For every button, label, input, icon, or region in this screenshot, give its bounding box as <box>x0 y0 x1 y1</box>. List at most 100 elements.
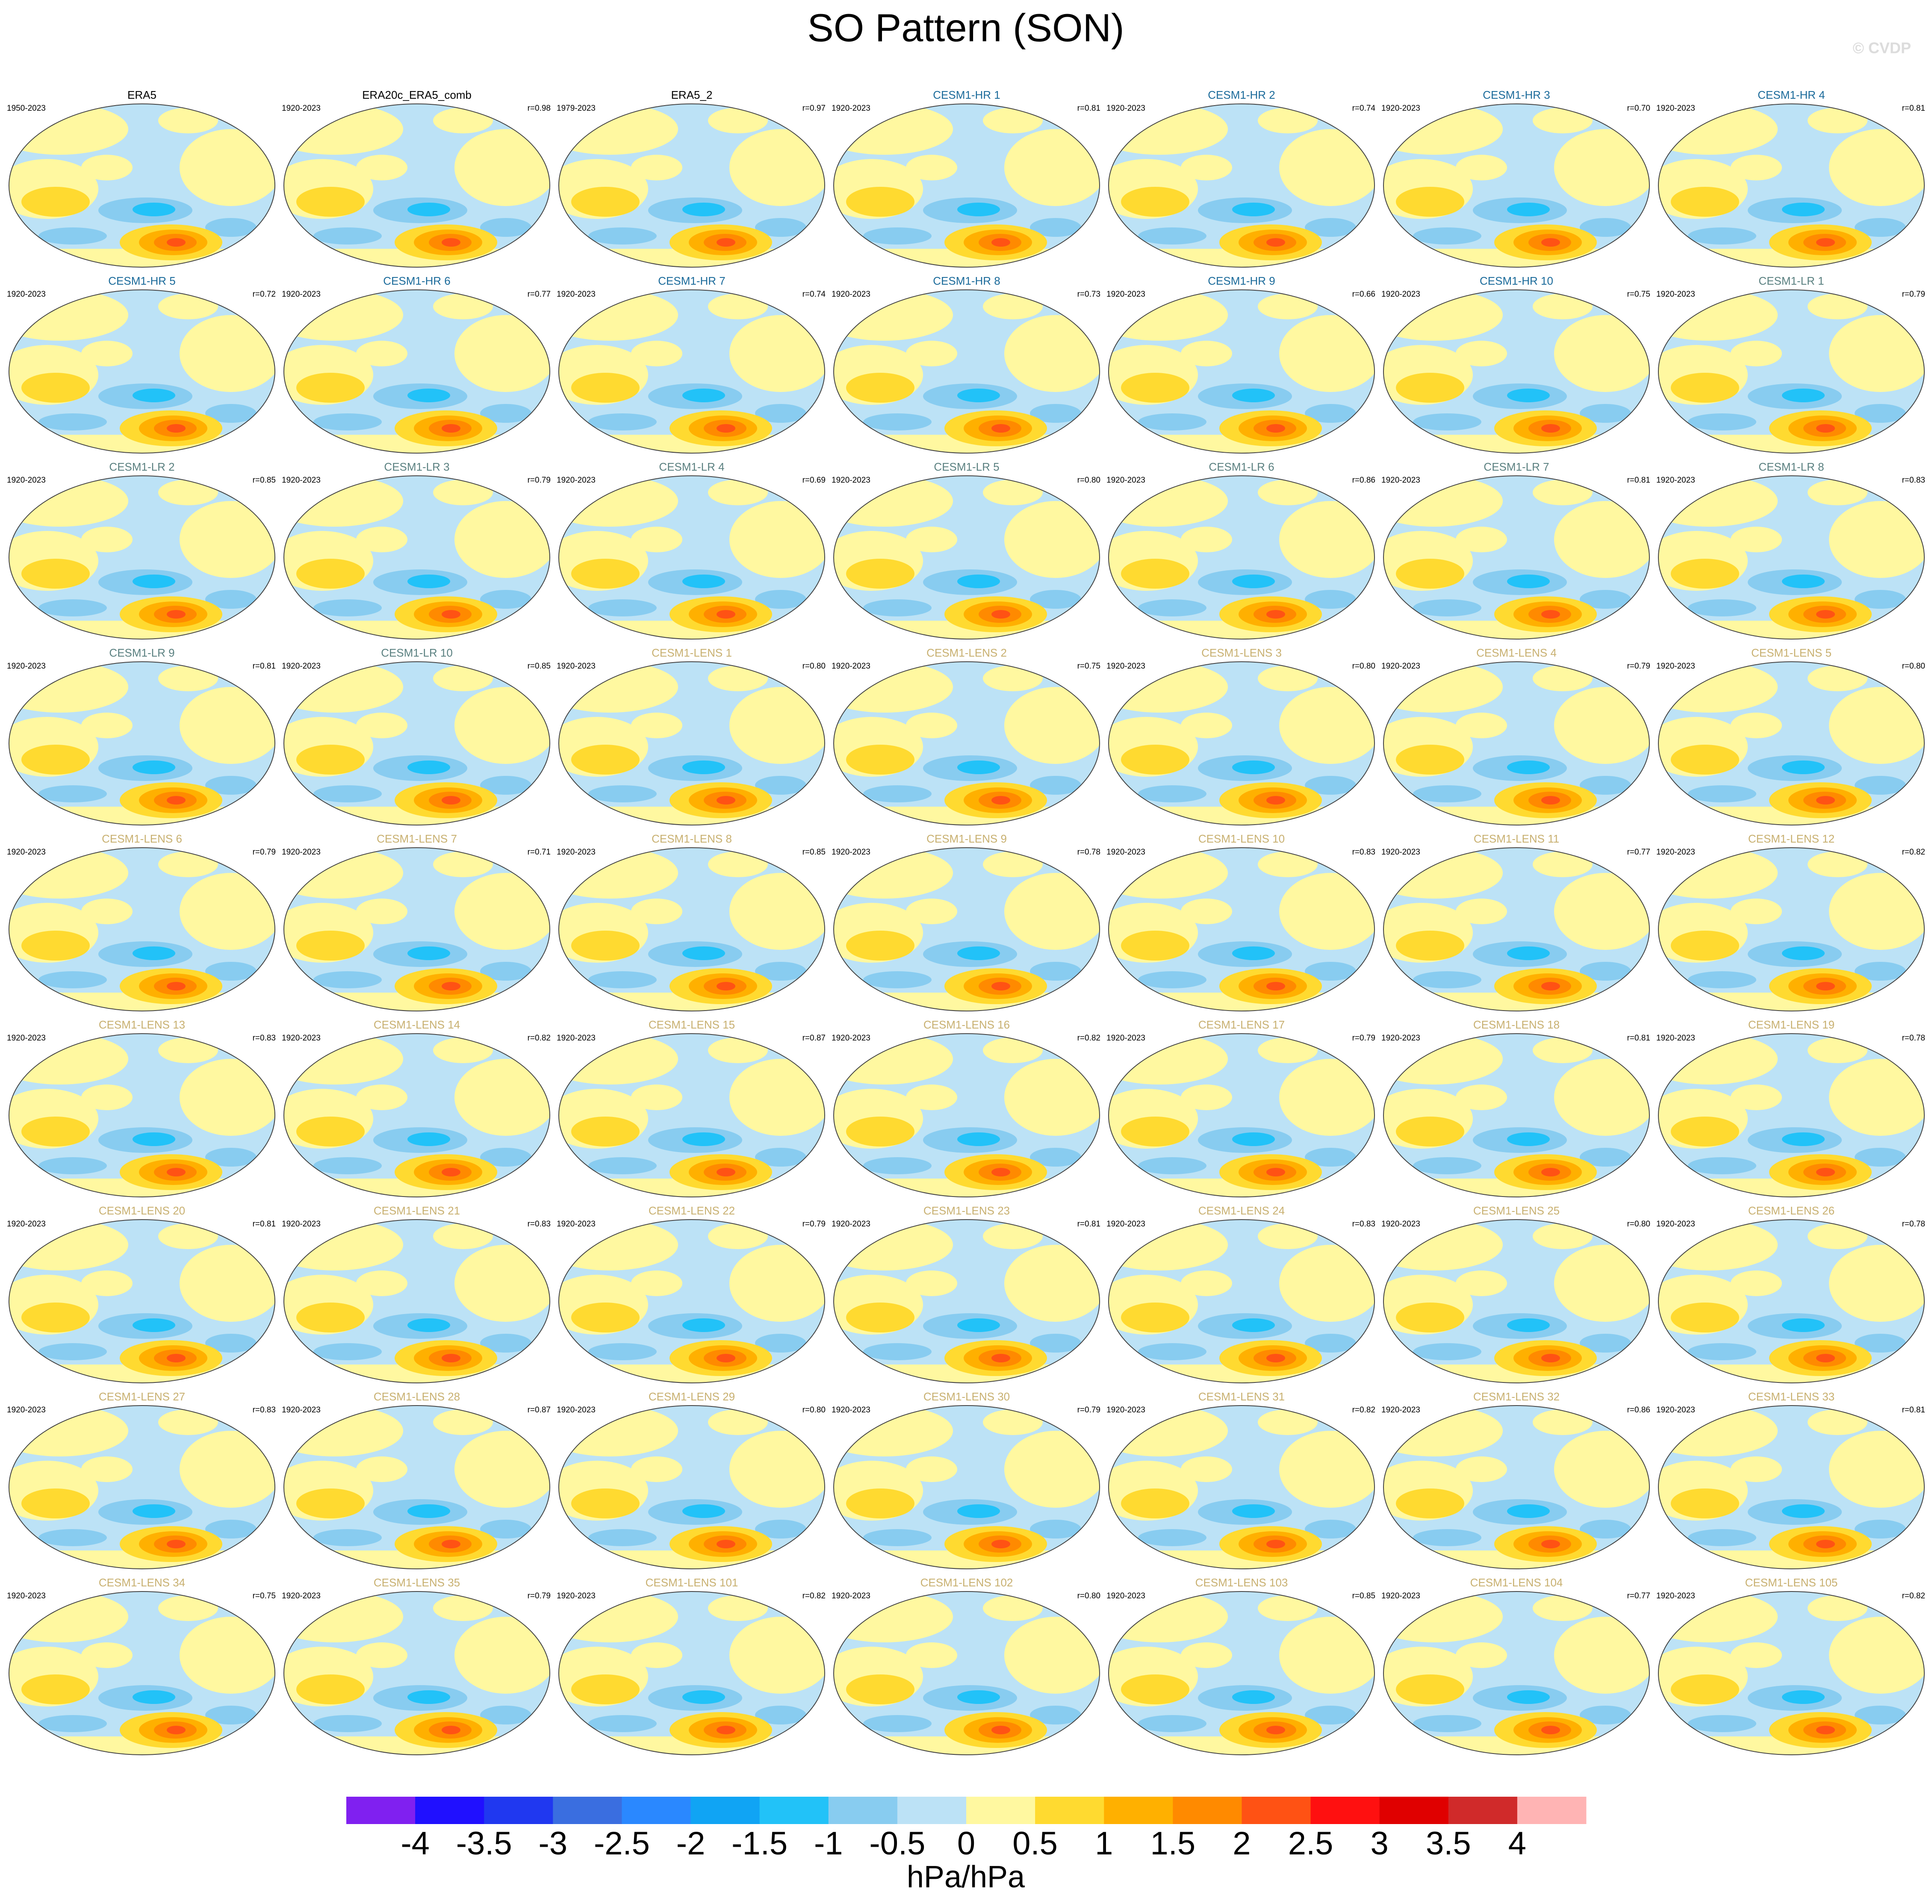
panel: CESM1-LENS 25 1920-2023 r=0.80 <box>1381 1204 1650 1390</box>
colorbar-tick-label: -1 <box>814 1825 843 1862</box>
panel-period: 1920-2023 <box>557 848 596 857</box>
panel-correlation: r=0.82 <box>1902 848 1925 857</box>
panel: CESM1-LENS 101 1920-2023 r=0.82 <box>557 1576 826 1762</box>
panel-title: CESM1-LENS 24 <box>1198 1204 1285 1217</box>
panel-grid: ERA5 1950-2023 ERA20c_ERA5_comb 1920-2023 r=… <box>0 88 1932 1762</box>
panel: CESM1-LENS 21 1920-2023 r=0.83 <box>282 1204 551 1390</box>
panel-period: 1920-2023 <box>832 290 870 299</box>
panel-correlation: r=0.85 <box>528 662 551 671</box>
panel: CESM1-LENS 26 1920-2023 r=0.78 <box>1656 1204 1925 1390</box>
map <box>541 1219 832 1390</box>
panel-correlation: r=0.74 <box>1352 104 1376 113</box>
panel-title: CESM1-HR 6 <box>383 274 450 287</box>
panel-title: CESM1-HR 9 <box>1208 274 1275 287</box>
map <box>1091 103 1382 274</box>
panel-title: CESM1-LENS 34 <box>99 1576 185 1589</box>
map <box>1641 661 1932 832</box>
panel: CESM1-LR 5 1920-2023 r=0.80 <box>816 460 1107 646</box>
panel-correlation: r=0.74 <box>802 290 826 299</box>
map <box>541 289 832 460</box>
colorbar-tick-label: 3 <box>1371 1825 1389 1862</box>
panel-period: 1920-2023 <box>557 1034 596 1043</box>
panel-title: CESM1-LENS 29 <box>649 1390 735 1403</box>
panel-period: 1920-2023 <box>7 1406 46 1415</box>
panel: CESM1-HR 3 1920-2023 r=0.70 <box>1381 88 1650 274</box>
panel-title: CESM1-LENS 27 <box>99 1390 185 1403</box>
panel: CESM1-LENS 5 1920-2023 r=0.80 <box>1641 646 1932 832</box>
colorbar-swatch <box>484 1797 553 1824</box>
panel-title: CESM1-LENS 19 <box>1748 1018 1835 1031</box>
panel-title: CESM1-LENS 1 <box>652 646 732 659</box>
map <box>541 475 832 646</box>
panel-period: 1920-2023 <box>1106 848 1145 857</box>
panel: CESM1-LENS 10 1920-2023 r=0.83 <box>1106 832 1375 1018</box>
colorbar-tick-label: 0 <box>957 1825 975 1862</box>
panel-title: CESM1-LR 6 <box>1209 460 1274 473</box>
panel: CESM1-LENS 34 1920-2023 r=0.75 <box>7 1576 276 1762</box>
panel-correlation: r=0.82 <box>1077 1034 1100 1043</box>
colorbar-tick-label: 0.5 <box>1012 1825 1058 1862</box>
map <box>0 1219 282 1390</box>
panel: CESM1-HR 1 1920-2023 r=0.81 <box>832 88 1100 274</box>
panel: ERA5 1950-2023 <box>7 88 282 274</box>
map <box>816 475 1107 646</box>
panel-title: CESM1-LENS 31 <box>1198 1390 1285 1403</box>
panel-correlation: r=0.82 <box>528 1034 551 1043</box>
panel: CESM1-LENS 102 1920-2023 r=0.80 <box>832 1576 1100 1762</box>
panel: CESM1-LR 8 1920-2023 r=0.83 <box>1656 460 1925 646</box>
panel-correlation: r=0.86 <box>1627 1406 1650 1415</box>
panel-period: 1920-2023 <box>1106 662 1145 671</box>
panel-period: 1920-2023 <box>282 1406 321 1415</box>
panel-period: 1920-2023 <box>557 476 596 485</box>
panel-correlation: r=0.82 <box>1352 1406 1375 1415</box>
panel-period: 1920-2023 <box>282 1220 321 1229</box>
panel: CESM1-LR 10 1920-2023 r=0.85 <box>282 646 551 832</box>
colorbar-tick-label: -4 <box>401 1825 430 1862</box>
panel: CESM1-LR 6 1920-2023 r=0.86 <box>1106 460 1375 646</box>
panel-period: 1920-2023 <box>557 1592 596 1600</box>
panel-title: CESM1-LENS 6 <box>102 832 182 845</box>
map <box>266 1033 557 1204</box>
panel-title: CESM1-LENS 22 <box>649 1204 735 1217</box>
colorbar-swatch <box>1104 1797 1173 1824</box>
map <box>1091 661 1382 832</box>
colorbar-tick-label: -0.5 <box>869 1825 925 1862</box>
panel: CESM1-LENS 14 1920-2023 r=0.82 <box>266 1018 557 1204</box>
panel-correlation: r=0.83 <box>1352 848 1375 857</box>
panel: CESM1-HR 6 1920-2023 r=0.77 <box>282 274 551 460</box>
panel-correlation: r=0.85 <box>1352 1592 1375 1600</box>
panel-period: 1920-2023 <box>832 848 870 857</box>
panel-title: CESM1-LENS 16 <box>923 1018 1010 1031</box>
panel: CESM1-LENS 13 1920-2023 r=0.83 <box>7 1018 276 1204</box>
panel-period: 1920-2023 <box>832 1592 870 1600</box>
panel-period: 1920-2023 <box>7 1220 46 1229</box>
panel-correlation: r=0.83 <box>528 1220 551 1229</box>
colorbar-swatch <box>690 1797 760 1824</box>
panel: CESM1-LENS 7 1920-2023 r=0.71 <box>282 832 551 1018</box>
panel-correlation: r=0.83 <box>1902 476 1925 485</box>
map <box>0 1405 282 1576</box>
panel-title: CESM1-LENS 18 <box>1473 1018 1560 1031</box>
panel-period: 1920-2023 <box>832 662 870 671</box>
panel-title: CESM1-LENS 20 <box>99 1204 185 1217</box>
panel-title: CESM1-LENS 4 <box>1476 646 1557 659</box>
panel-period: 1920-2023 <box>7 290 46 299</box>
panel-period: 1920-2023 <box>557 290 596 299</box>
panel: CESM1-LENS 33 1920-2023 r=0.81 <box>1656 1390 1925 1576</box>
panel-period: 1920-2023 <box>1656 662 1695 671</box>
panel-correlation: r=0.71 <box>528 848 551 857</box>
panel: CESM1-LENS 105 1920-2023 r=0.82 <box>1656 1576 1925 1762</box>
panel: CESM1-LR 2 1920-2023 r=0.85 <box>7 460 276 646</box>
map <box>0 661 282 832</box>
panel-period: 1920-2023 <box>1106 476 1145 485</box>
panel-correlation: r=0.80 <box>1077 1592 1100 1600</box>
panel: CESM1-LENS 6 1920-2023 r=0.79 <box>7 832 276 1018</box>
colorbar-tick-label: 1.5 <box>1150 1825 1196 1862</box>
panel: CESM1-HR 8 1920-2023 r=0.73 <box>832 274 1100 460</box>
panel-correlation: r=0.82 <box>1902 1592 1925 1600</box>
panel-period: 1920-2023 <box>1106 104 1145 113</box>
panel-correlation: r=0.78 <box>1902 1034 1925 1043</box>
map <box>1641 847 1932 1018</box>
map <box>541 847 832 1018</box>
